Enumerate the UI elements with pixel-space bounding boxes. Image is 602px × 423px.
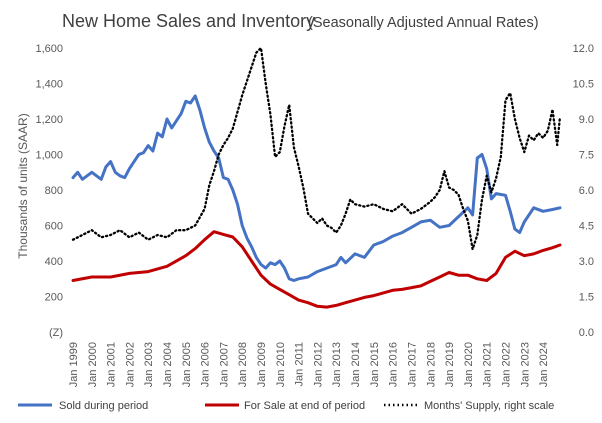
y2-tick-label: 9.0 [579, 114, 594, 126]
x-tick-label: Jan 2007 [218, 342, 230, 387]
y-tick-label: (Z) [49, 327, 63, 339]
legend-label-months-supply: Months' Supply, right scale [424, 400, 554, 412]
y-axis-label: Thousands of units (SAAR) [16, 113, 30, 258]
x-tick-label: Jan 2022 [500, 342, 512, 387]
y2-axis-ticks: 0.0 1.5 3.0 4.5 6.0 7.5 9.0 10.5 12.0 [573, 43, 594, 339]
y-tick-label: 600 [45, 221, 63, 233]
x-tick-label: Jan 2010 [275, 342, 287, 387]
y2-tick-label: 4.5 [579, 221, 594, 233]
x-tick-label: Jan 2008 [237, 342, 249, 387]
y-tick-label: 1,200 [35, 114, 63, 126]
x-tick-label: Jan 2006 [200, 342, 212, 387]
y2-tick-label: 3.0 [579, 256, 594, 268]
x-tick-label: Jan 2017 [406, 342, 418, 387]
y2-tick-label: 10.5 [573, 79, 594, 91]
x-tick-label: Jan 2021 [482, 342, 494, 387]
months-supply-line [71, 46, 562, 251]
x-tick-label: Jan 2014 [350, 342, 362, 387]
chart-title: New Home Sales and Inventory [62, 11, 315, 31]
y-axis-ticks: (Z) 200 400 600 800 1,000 1,200 1,400 1,600 [35, 43, 63, 339]
sold-during-period-line [71, 94, 562, 282]
y-tick-label: 800 [45, 185, 63, 197]
for-sale-line [71, 230, 562, 309]
x-tick-label: Jan 2003 [143, 342, 155, 387]
x-axis-ticks: Jan 1999 Jan 2000 Jan 2001 Jan 2002 Jan 2003… [68, 342, 550, 387]
x-tick-label: Jan 2002 [124, 342, 136, 387]
x-tick-label: Jan 2015 [369, 342, 381, 387]
y2-tick-label: 7.5 [579, 150, 594, 162]
y2-tick-label: 12.0 [573, 43, 594, 55]
x-tick-label: Jan 2005 [181, 342, 193, 387]
x-tick-label: Jan 2013 [331, 342, 343, 387]
x-tick-label: Jan 2020 [463, 342, 475, 387]
y-tick-label: 1,400 [35, 79, 63, 91]
x-tick-label: Jan 2016 [388, 342, 400, 387]
legend: Sold during period For Sale at end of pe… [18, 400, 554, 412]
y-tick-label: 1,600 [35, 43, 63, 55]
y-tick-label: 400 [45, 256, 63, 268]
y-tick-label: 1,000 [35, 150, 63, 162]
chart-subtitle: (Seasonally Adjusted Annual Rates) [308, 15, 539, 31]
legend-label-for-sale: For Sale at end of period [244, 400, 365, 412]
x-tick-label: Jan 2000 [87, 342, 99, 387]
x-tick-label: Jan 2019 [444, 342, 456, 387]
x-tick-label: Jan 2004 [162, 342, 174, 387]
x-tick-label: Jan 2024 [538, 342, 550, 387]
x-tick-label: Jan 2012 [312, 342, 324, 387]
x-tick-label: Jan 2011 [294, 342, 306, 386]
x-tick-label: Jan 2023 [519, 342, 531, 387]
x-tick-label: Jan 2001 [106, 342, 118, 387]
x-tick-label: Jan 2009 [256, 342, 268, 387]
x-tick-label: Jan 1999 [68, 342, 80, 387]
y-tick-label: 200 [45, 292, 63, 304]
legend-label-sold: Sold during period [59, 400, 148, 412]
y2-tick-label: 1.5 [579, 292, 594, 304]
y2-tick-label: 6.0 [579, 185, 594, 197]
y2-tick-label: 0.0 [579, 327, 594, 339]
series-layer [71, 46, 562, 309]
x-tick-label: Jan 2018 [425, 342, 437, 387]
